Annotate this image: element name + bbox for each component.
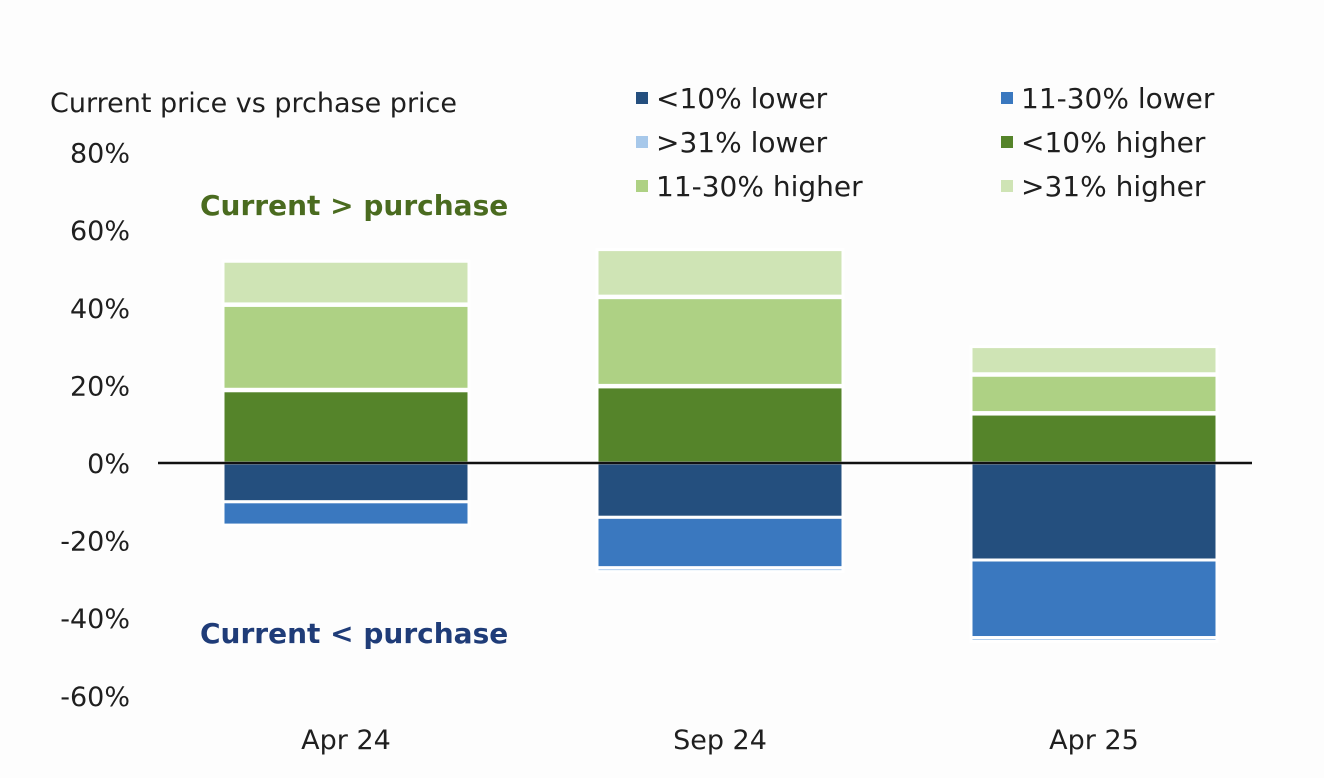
bar-segment-apr-24-5 [221, 259, 471, 306]
bar-segment-sep-24-1 [595, 515, 845, 570]
bar-segment-apr-25-2 [969, 636, 1219, 643]
bar-segment-apr-25-1 [969, 558, 1219, 640]
legend-label: 11-30% lower [1021, 82, 1215, 115]
bar-segment-apr-24-4 [221, 303, 471, 391]
x-tick-label: Sep 24 [673, 725, 767, 756]
y-tick-label: -40% [60, 604, 130, 635]
y-tick-label: 60% [70, 216, 130, 247]
bar-segment-sep-24-2 [595, 566, 845, 574]
y-tick-label: 0% [87, 449, 130, 480]
y-tick-label: 40% [70, 294, 130, 325]
x-tick-label: Apr 25 [1049, 725, 1139, 756]
legend-label: 11-30% higher [656, 170, 863, 203]
x-tick-label: Apr 24 [301, 725, 391, 756]
legend-swatch [636, 180, 648, 192]
y-ticks-layer: 80% 60% 40% 20% 0% -20% -40% -60% [60, 139, 130, 713]
bar-segment-apr-25-0 [969, 461, 1219, 562]
bar-segment-sep-24-0 [595, 461, 845, 519]
annotation-layer: Current > purchase Current < purchase [200, 189, 508, 650]
annotation-label: Current < purchase [200, 617, 508, 650]
legend-label: >31% lower [656, 126, 828, 159]
bar-segment-apr-24-0 [221, 461, 471, 504]
y-tick-label: -20% [60, 527, 130, 558]
bar-segment-sep-24-4 [595, 296, 845, 387]
bar-segment-apr-25-5 [969, 345, 1219, 376]
legend-swatch [636, 92, 648, 104]
legend-swatch [1001, 92, 1013, 104]
legend-label: <10% higher [1021, 126, 1206, 159]
x-ticks-layer: Apr 24 Sep 24 Apr 25 [301, 725, 1139, 756]
bar-segment-apr-25-3 [969, 412, 1219, 465]
bars-layer [221, 248, 1219, 643]
y-tick-label: -60% [60, 682, 130, 713]
legend-label: <10% lower [656, 82, 828, 115]
bar-segment-apr-25-4 [969, 373, 1219, 415]
annotation-label: Current > purchase [200, 189, 508, 222]
y-tick-label: 80% [70, 139, 130, 170]
y-axis-title: Current price vs prchase price [50, 88, 457, 119]
bar-segment-apr-24-3 [221, 389, 471, 465]
legend-swatch [636, 136, 648, 148]
legend-swatch [1001, 180, 1013, 192]
bar-segment-sep-24-3 [595, 385, 845, 465]
legend-layer: <10% lower 11-30% lower >31% lower <10% hig… [636, 82, 1215, 203]
bar-segment-apr-24-1 [221, 500, 471, 527]
bar-segment-sep-24-5 [595, 248, 845, 298]
legend-swatch [1001, 136, 1013, 148]
y-tick-label: 20% [70, 371, 130, 402]
legend-label: >31% higher [1021, 170, 1206, 203]
